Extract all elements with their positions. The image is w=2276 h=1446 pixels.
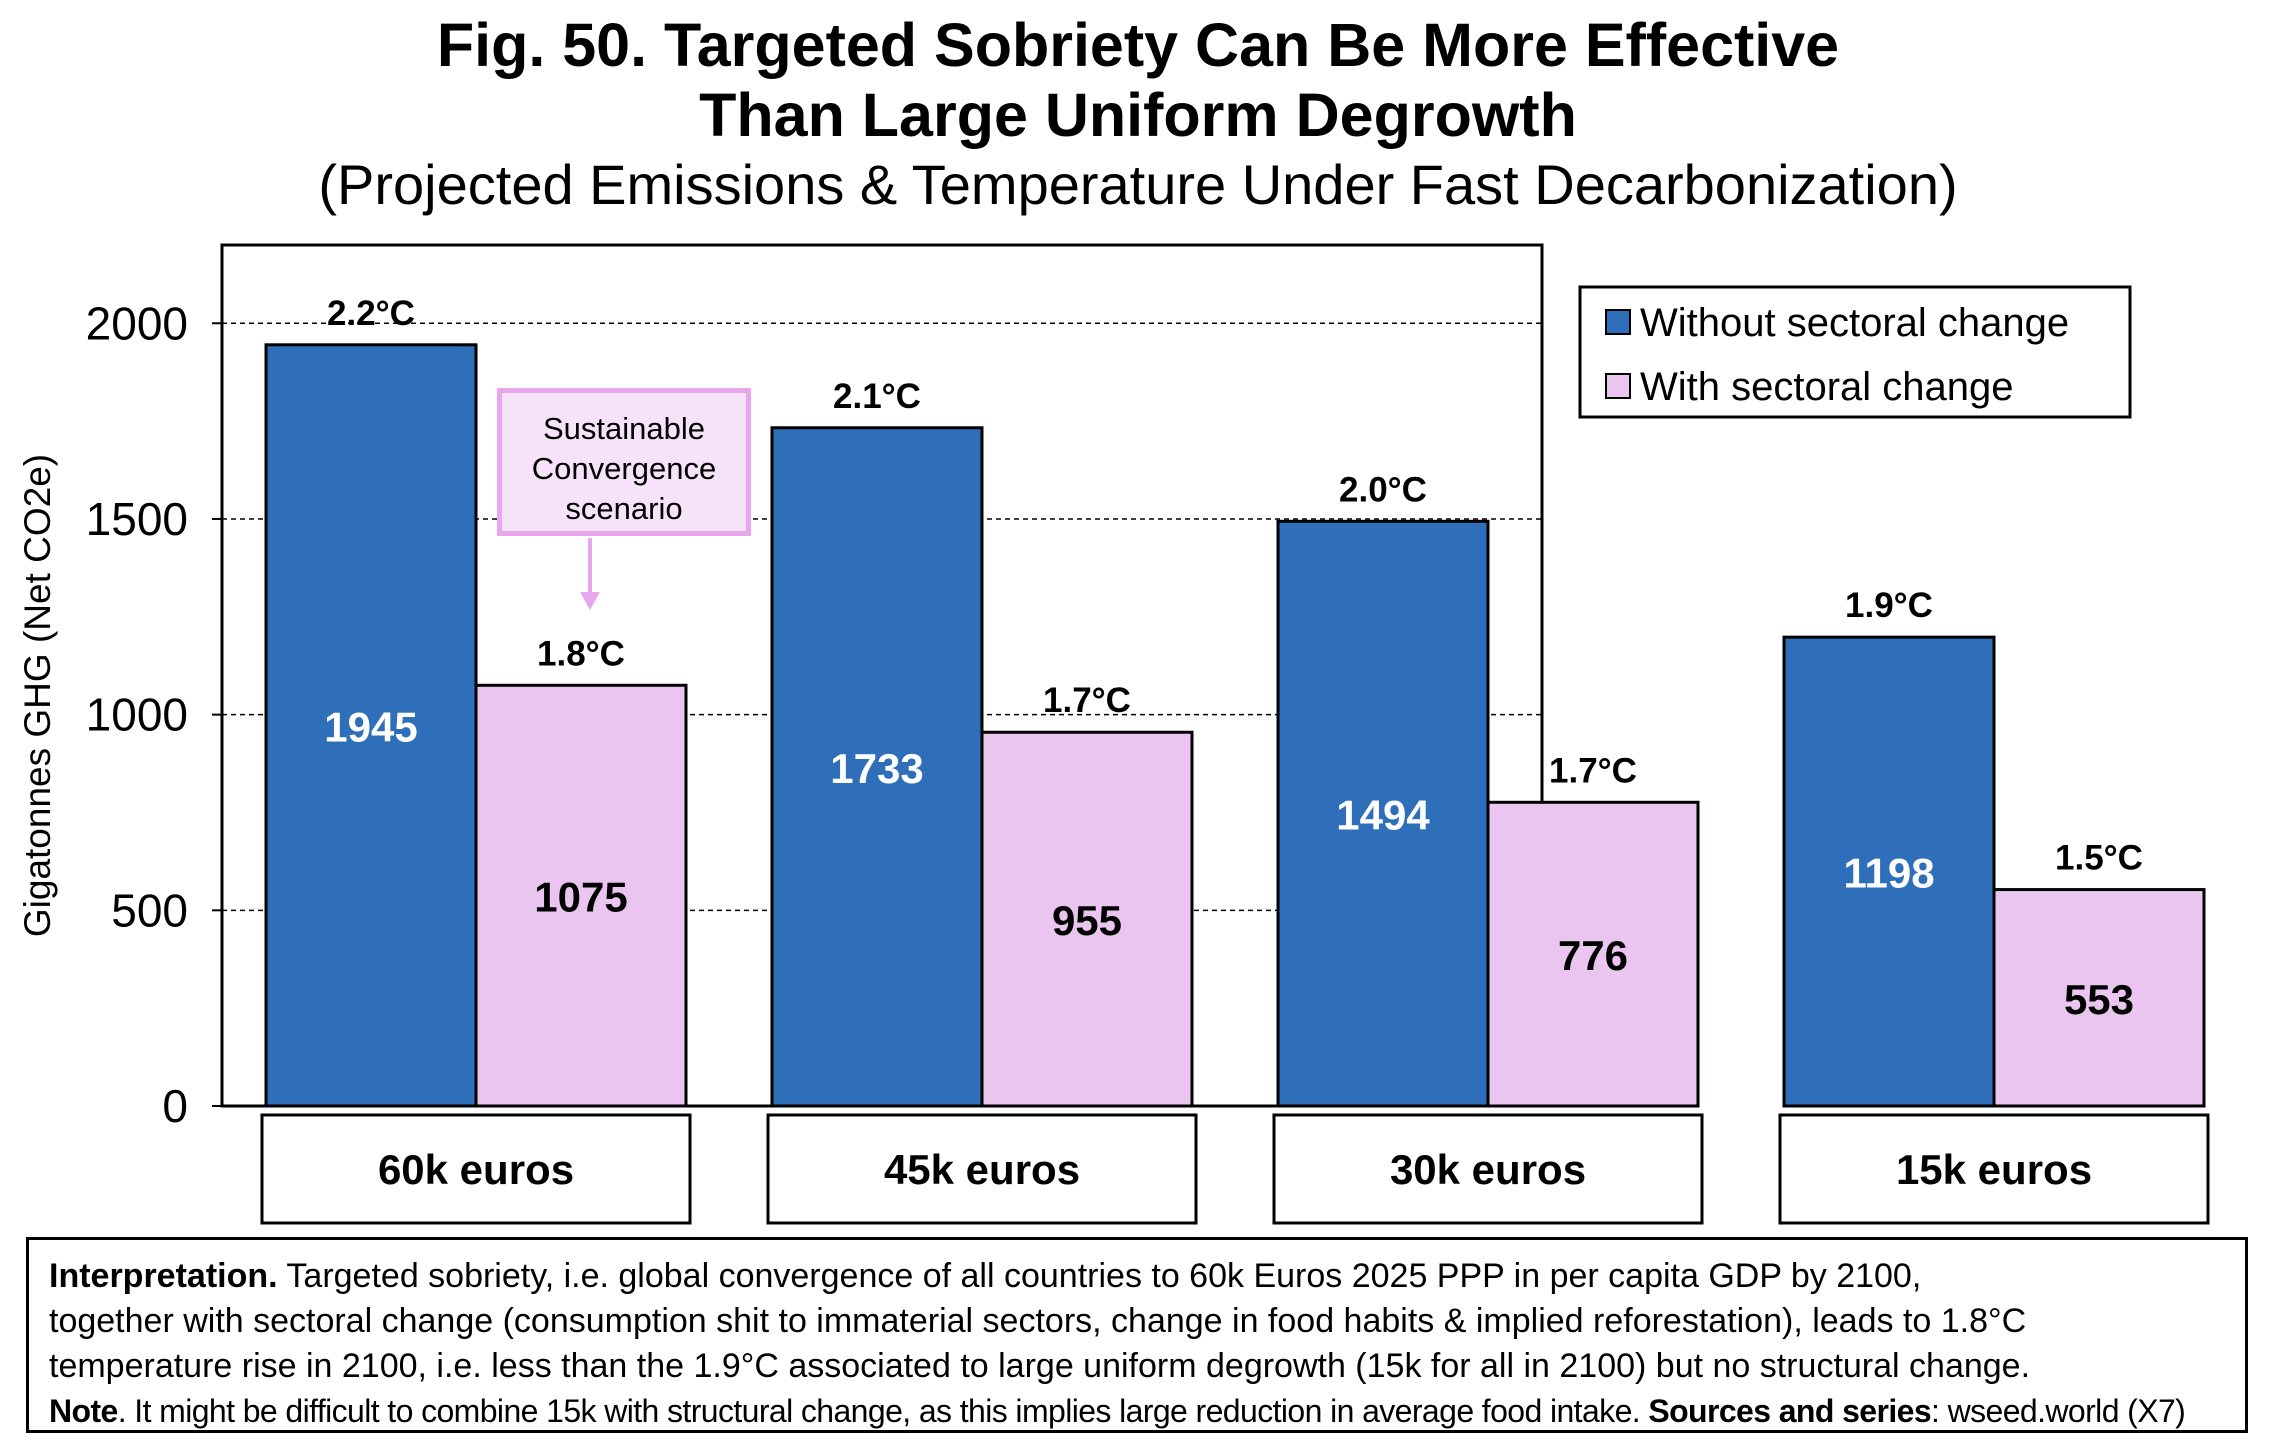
bar-value-label: 1198: [1843, 850, 1934, 897]
x-tick-label: 15k euros: [1896, 1146, 2092, 1193]
note-text: . It might be difficult to combine 15k w…: [117, 1393, 1649, 1429]
bar-value-label: 955: [1052, 897, 1122, 944]
interpretation-box: Interpretation. Targeted sobriety, i.e. …: [26, 1237, 2248, 1433]
temperature-label: 1.9°C: [1845, 586, 1933, 625]
x-tick-label: 45k euros: [884, 1146, 1080, 1193]
legend-swatch: [1605, 309, 1631, 335]
category-box: [766, 1113, 1198, 1225]
legend-label: Without sectoral change: [1640, 301, 2069, 345]
legend-label: With sectoral change: [1640, 365, 2014, 409]
y-tick-label: 0: [162, 1080, 188, 1132]
interpretation-text: Targeted sobriety, i.e. global convergen…: [277, 1257, 1922, 1295]
temperature-label: 2.0°C: [1339, 470, 1427, 509]
temperature-label: 1.7°C: [1043, 681, 1131, 720]
bar: [264, 343, 478, 1108]
bar-value-label: 1494: [1336, 792, 1430, 839]
bar-value-label: 553: [2064, 976, 2134, 1023]
category-box: [1272, 1113, 1704, 1225]
y-axis-title: Gigatonnes GHG (Net CO2e): [17, 454, 58, 937]
temperature-label: 1.8°C: [537, 634, 625, 673]
chart-subtitle: (Projected Emissions & Temperature Under…: [318, 153, 1958, 216]
bar: [1486, 800, 1700, 1108]
interpretation-line: temperature rise in 2100, i.e. less than…: [49, 1347, 2031, 1385]
note-label: Note: [49, 1393, 118, 1429]
annotation-line: Convergence: [531, 451, 717, 486]
x-tick-label: 60k euros: [378, 1146, 574, 1193]
bar: [980, 730, 1194, 1108]
interpretation-line: together with sectoral change (consumpti…: [49, 1302, 2027, 1340]
note-line: Note. It might be difficult to combine 1…: [49, 1389, 2225, 1434]
chart-title: Fig. 50. Targeted Sobriety Can Be More E…: [436, 11, 1840, 79]
bar-value-label: 1075: [534, 874, 627, 921]
temperature-label: 1.7°C: [1549, 751, 1637, 790]
chart-title-line2: Than Large Uniform Degrowth: [699, 81, 1577, 149]
y-tick-label: 2000: [86, 297, 188, 349]
category-box: [260, 1113, 692, 1225]
temperature-label: 1.5°C: [2055, 839, 2143, 878]
y-tick-label: 1000: [86, 689, 188, 741]
x-tick-label: 30k euros: [1390, 1146, 1586, 1193]
bar: [474, 683, 688, 1108]
bar: [1992, 888, 2206, 1108]
annotation-arrowhead: [580, 592, 600, 610]
category-box: [1778, 1113, 2210, 1225]
bar-value-label: 1945: [324, 703, 417, 750]
sources-label: Sources and series: [1648, 1393, 1932, 1429]
annotation-callout: Sustainable Convergence scenario: [497, 388, 751, 536]
legend-box: [1578, 285, 2132, 419]
y-tick-label: 1500: [86, 493, 188, 545]
interpretation-label: Interpretation.: [49, 1257, 278, 1295]
annotation-line: scenario: [565, 491, 683, 526]
annotation-line: Sustainable: [542, 411, 705, 446]
temperature-label: 2.2°C: [327, 294, 415, 333]
temperature-label: 2.1°C: [833, 377, 921, 416]
bar: [1276, 519, 1490, 1108]
bar-value-label: 776: [1558, 932, 1628, 979]
bar: [1782, 635, 1996, 1108]
bar-value-label: 1733: [830, 745, 923, 792]
legend-swatch: [1605, 373, 1631, 399]
y-tick-label: 500: [111, 884, 188, 936]
interpretation-line: Interpretation. Targeted sobriety, i.e. …: [49, 1254, 2225, 1299]
sources-text: : wseed.world (X7): [1931, 1393, 2186, 1429]
